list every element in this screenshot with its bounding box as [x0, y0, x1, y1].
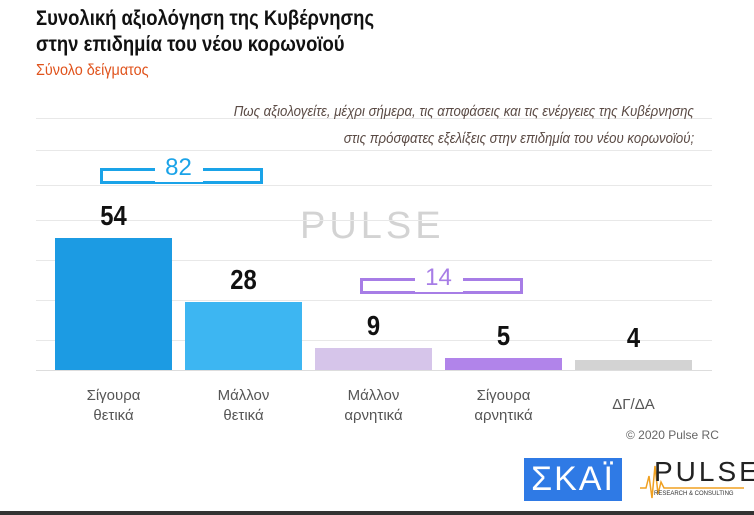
group-label: 82 — [154, 154, 203, 182]
category-label: Μάλλον θετικά — [185, 386, 302, 426]
bar-2 — [315, 348, 432, 370]
gridline — [36, 185, 712, 186]
data-label: 9 — [366, 310, 381, 341]
gridline — [36, 150, 712, 151]
category-label: Σίγουρα αρνητικά — [445, 386, 562, 426]
category-label-line: θετικά — [223, 407, 264, 424]
chart-subtitle: Σύνολο δείγματος — [36, 62, 149, 79]
data-label: 5 — [496, 319, 511, 351]
bar-0 — [55, 238, 172, 370]
baseline — [36, 370, 712, 371]
bar-3 — [445, 357, 562, 370]
data-label: 28 — [230, 263, 257, 295]
copyright: © 2020 Pulse RC — [626, 428, 719, 442]
skai-logo: ΣΚΑΪ — [524, 458, 622, 501]
question-line-2: στις πρόσφατες εξελίξεις στην επιδημία τ… — [343, 130, 694, 147]
category-label-line: Σίγουρα — [476, 387, 531, 404]
bar-1 — [185, 301, 302, 370]
category-label-line: Μάλλον — [217, 387, 270, 404]
gridline — [36, 260, 712, 261]
chart-title: Συνολική αξιολόγηση της Κυβέρνησης στην ε… — [36, 7, 375, 56]
category-label-line: θετικά — [93, 407, 134, 424]
pulse-watermark: PULSE — [300, 205, 445, 247]
data-label: 54 — [100, 200, 127, 231]
bar-4 — [575, 360, 692, 370]
gridline — [36, 300, 712, 301]
group-label: 14 — [414, 264, 463, 292]
pulse-wave-icon — [640, 465, 744, 499]
bottom-border — [0, 511, 754, 515]
category-label: ΔΓ/ΔΑ — [575, 395, 692, 415]
question-line-1: Πως αξιολογείτε, μέχρι σήμερα, τις αποφά… — [233, 103, 694, 120]
gridline — [36, 118, 712, 119]
category-label-line: Σίγουρα — [86, 387, 141, 404]
category-label: Μάλλον αρνητικά — [315, 386, 432, 426]
data-label: 4 — [626, 322, 641, 354]
category-label-line: Μάλλον — [347, 387, 400, 404]
gridline — [36, 340, 712, 341]
category-label-line: ΔΓ/ΔΑ — [612, 396, 655, 413]
gridline — [36, 220, 712, 221]
pulse-logo: PULSE RESEARCH & CONSULTING — [640, 456, 754, 501]
category-label-line: αρνητικά — [344, 407, 403, 424]
category-label: Σίγουρα θετικά — [55, 386, 172, 426]
category-label-line: αρνητικά — [474, 407, 533, 424]
